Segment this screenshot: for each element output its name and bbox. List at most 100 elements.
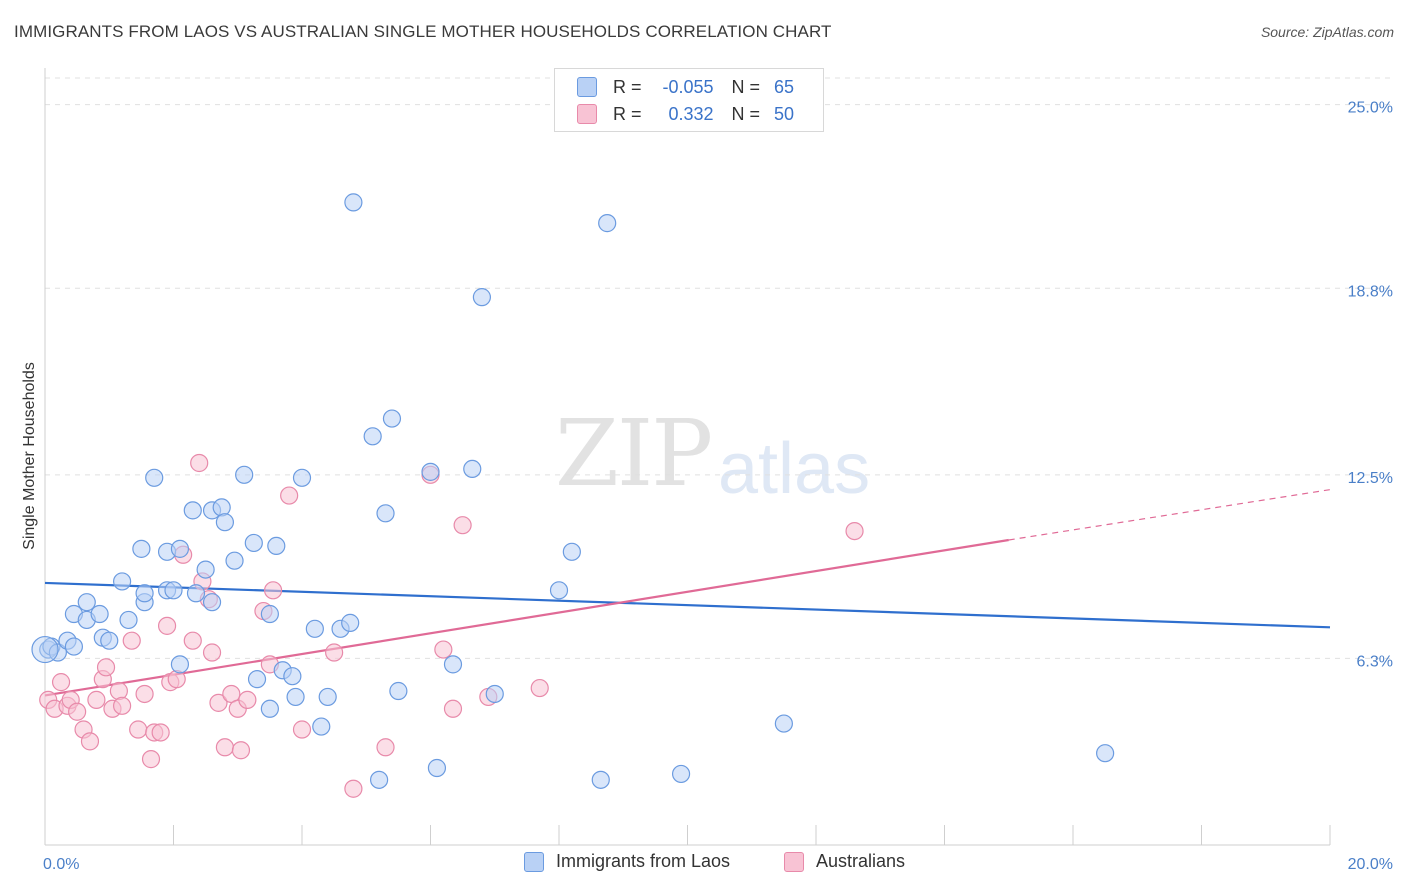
- laos-point: [183, 501, 202, 520]
- laos-point: [1096, 744, 1115, 763]
- laos-point: [370, 770, 389, 789]
- laos-point: [427, 758, 447, 778]
- laos-point: [119, 610, 138, 630]
- y-tick-label: 6.3%: [1357, 653, 1393, 670]
- laos-point: [212, 498, 231, 517]
- legend-item-australians[interactable]: Australians: [784, 851, 905, 872]
- n-value: 50: [774, 103, 795, 124]
- laos-point: [421, 462, 440, 481]
- y-tick-label: 18.8%: [1348, 283, 1393, 300]
- australians-point: [51, 673, 71, 692]
- australians-point: [530, 678, 549, 698]
- laos-point: [186, 584, 206, 603]
- tick-labels: 6.3% 12.5% 18.8% 25.0% 0.0% 20.0%: [43, 100, 1393, 873]
- laos-point: [463, 459, 482, 479]
- legend-row-laos: R = -0.055 N = 65: [577, 75, 794, 99]
- laos-point: [132, 539, 151, 558]
- laos-point: [443, 655, 463, 674]
- australians-point: [157, 616, 177, 635]
- australians-points: [39, 453, 864, 798]
- australians-point: [238, 690, 257, 709]
- laos-point: [215, 513, 234, 532]
- laos-point: [671, 764, 691, 784]
- laos-point: [774, 714, 793, 733]
- laos-point: [164, 581, 183, 600]
- australians-point: [325, 643, 344, 662]
- australians-point: [453, 516, 472, 535]
- laos-point: [170, 539, 190, 558]
- australians-point: [209, 693, 228, 712]
- x-tick-label: 0.0%: [43, 856, 79, 873]
- laos-point: [549, 581, 569, 600]
- australians-point: [122, 631, 141, 650]
- legend-label-australians: Australians: [816, 851, 906, 871]
- laos-point: [305, 619, 324, 638]
- australians-point: [231, 741, 251, 760]
- australians-point: [443, 699, 463, 718]
- australians-point: [263, 581, 283, 600]
- australians-point: [80, 732, 100, 751]
- watermark-zip: ZIP: [555, 400, 713, 507]
- correlation-legend: R = -0.055 N = 65 R = 0.332 N = 50: [554, 68, 824, 132]
- laos-swatch: [524, 851, 544, 872]
- laos-point: [562, 542, 581, 561]
- watermark-atlas: atlas: [718, 429, 871, 509]
- australians-point: [96, 658, 116, 677]
- australians-point: [376, 738, 395, 757]
- laos-point: [135, 584, 154, 603]
- laos-swatch: [577, 77, 597, 97]
- r-label: R =: [613, 103, 642, 124]
- series-legend: Immigrants from Laos Australians: [0, 851, 1406, 877]
- laos-point: [267, 536, 286, 555]
- legend-label-laos: Immigrants from Laos: [556, 851, 731, 871]
- y-axis-label: Single Mother Households: [21, 362, 38, 550]
- y-tick-label: 25.0%: [1348, 100, 1393, 117]
- australians-point: [167, 670, 186, 689]
- legend-row-australians: R = 0.332 N = 50: [577, 102, 794, 126]
- laos-point: [196, 560, 215, 579]
- laos-point: [260, 604, 279, 624]
- laos-point: [598, 214, 617, 233]
- australians-point: [68, 702, 87, 721]
- australians-point: [151, 723, 170, 742]
- x-tick-label: 20.0%: [1348, 856, 1393, 873]
- laos-point: [283, 667, 302, 686]
- laos-point: [90, 604, 109, 624]
- laos-point: [77, 593, 96, 612]
- source-credit: Source: ZipAtlas.com: [1260, 24, 1394, 40]
- laos-point: [341, 613, 360, 632]
- laos-point: [472, 288, 491, 307]
- australians-trend-extension: [1008, 489, 1331, 541]
- laos-point: [591, 770, 610, 789]
- australians-point: [215, 738, 234, 757]
- laos-point: [382, 409, 402, 428]
- australians-point: [292, 720, 312, 739]
- laos-point: [292, 468, 312, 487]
- laos-point: [389, 681, 408, 701]
- r-value: 0.332: [668, 103, 714, 124]
- laos-point: [225, 551, 244, 570]
- australians-point: [202, 643, 222, 662]
- n-label: N =: [731, 103, 761, 124]
- laos-point: [202, 593, 222, 612]
- laos-point: [170, 655, 190, 674]
- australians-point: [112, 696, 132, 715]
- laos-point: [312, 717, 331, 736]
- n-label: N =: [731, 76, 761, 97]
- australians-point: [183, 631, 202, 650]
- australians-point: [434, 640, 453, 659]
- y-tick-label: 12.5%: [1348, 470, 1393, 487]
- laos-point: [376, 504, 395, 523]
- laos-points: [31, 193, 1115, 789]
- legend-item-laos[interactable]: Immigrants from Laos: [524, 851, 730, 872]
- laos-point: [64, 637, 84, 656]
- australians-point: [190, 453, 209, 473]
- trend-lines: [44, 489, 1331, 697]
- australians-point: [141, 750, 161, 769]
- r-label: R =: [613, 76, 642, 97]
- laos-point: [31, 635, 59, 664]
- australians-point: [280, 486, 299, 505]
- australians-point: [109, 681, 128, 701]
- laos-point: [235, 465, 254, 484]
